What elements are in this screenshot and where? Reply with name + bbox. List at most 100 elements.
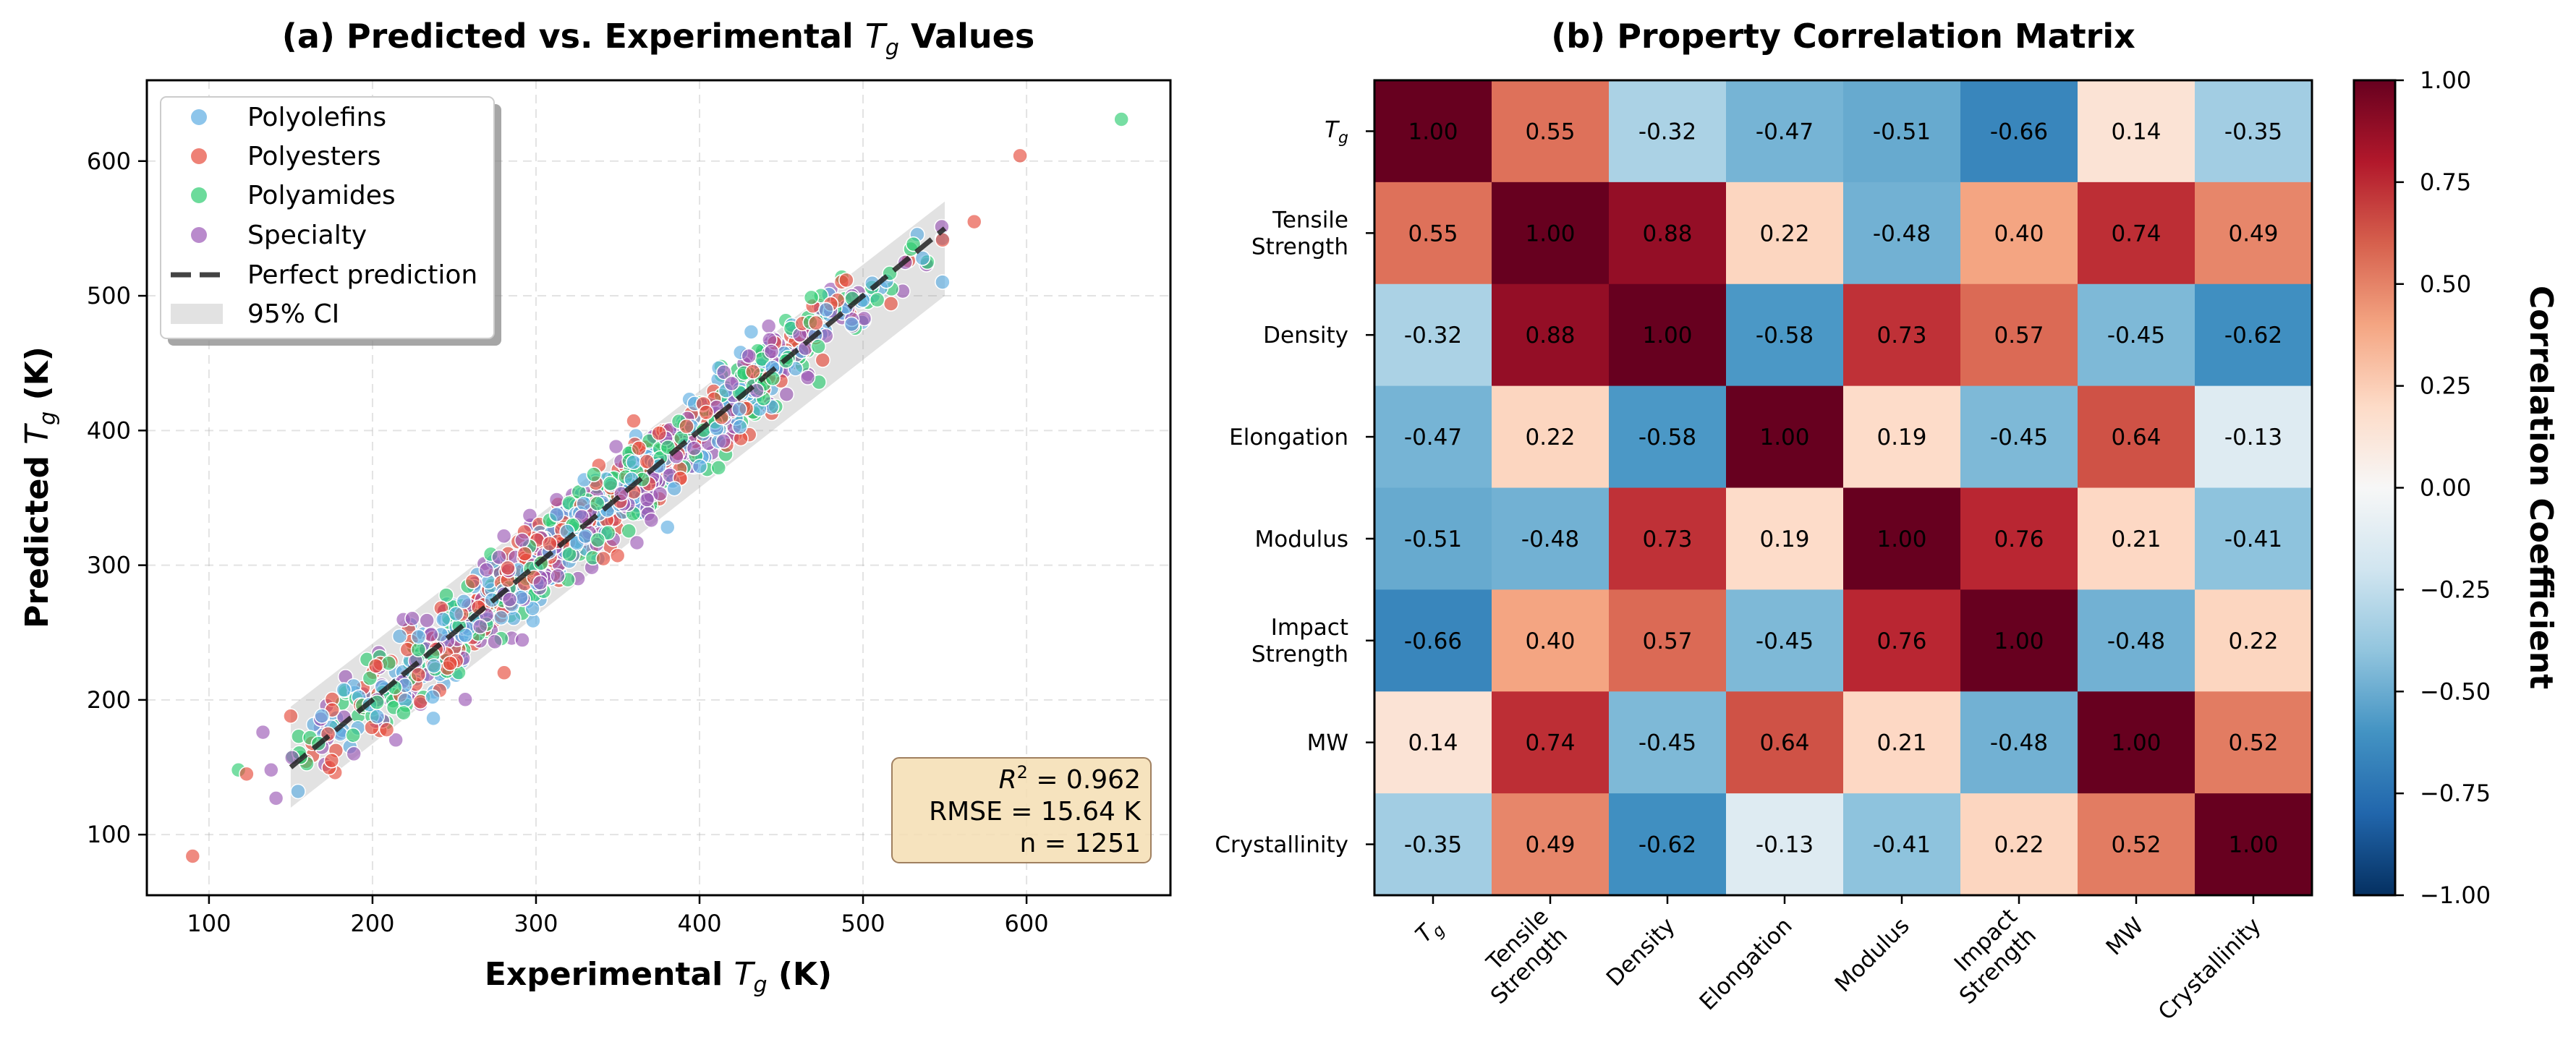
scatter-point bbox=[369, 709, 386, 725]
scatter-point bbox=[410, 667, 427, 683]
x-tick-label: 500 bbox=[841, 910, 885, 937]
col-label: Modulus bbox=[1830, 913, 1915, 997]
scatter-point bbox=[1113, 111, 1129, 127]
heatmap-cell-value: -0.66 bbox=[1404, 628, 1462, 654]
heatmap-cell bbox=[1374, 589, 1492, 692]
scatter-point bbox=[692, 458, 708, 474]
colorbar-tick-label: −0.25 bbox=[2420, 576, 2491, 603]
heatmap-cell bbox=[1843, 589, 1961, 692]
scatter-point bbox=[532, 575, 548, 591]
x-tick-label: 400 bbox=[677, 910, 721, 937]
heatmap-cell-value: -0.51 bbox=[1404, 526, 1462, 552]
heatmap-cell-value: 0.21 bbox=[1876, 730, 1926, 756]
scatter-point bbox=[629, 534, 645, 551]
colorbar bbox=[2352, 79, 2397, 897]
scatter-point bbox=[391, 628, 408, 644]
heatmap-cell bbox=[2078, 385, 2195, 489]
scatter-point bbox=[935, 232, 951, 248]
scatter-point bbox=[419, 612, 435, 628]
heatmap-cell-value: 1.00 bbox=[2111, 730, 2161, 756]
heatmap-cell-value: 0.74 bbox=[2111, 221, 2161, 247]
heatmap-cell-value: -0.62 bbox=[1638, 832, 1696, 858]
scatter-point bbox=[778, 386, 795, 403]
scatter-point bbox=[716, 364, 732, 380]
scatter-point bbox=[595, 550, 611, 567]
scatter-point bbox=[883, 296, 899, 312]
scatter-point bbox=[608, 438, 624, 455]
heatmap-cell-value: -0.35 bbox=[1404, 832, 1462, 858]
y-tick-label: 300 bbox=[87, 552, 131, 579]
heatmap-cell-value: 0.22 bbox=[1525, 424, 1575, 451]
y-tick-label: 200 bbox=[87, 686, 131, 714]
scatter-point bbox=[346, 746, 362, 762]
heatmap-cell-value: 0.22 bbox=[1759, 221, 1809, 247]
heatmap-cell bbox=[1609, 385, 1727, 489]
heatmap-cell-value: -0.45 bbox=[1990, 424, 2048, 451]
scatter-point bbox=[522, 508, 538, 524]
y-tick-label: 100 bbox=[87, 821, 131, 848]
heatmap-cell-value: 0.49 bbox=[2228, 221, 2278, 247]
scatter-point bbox=[517, 546, 533, 562]
heatmap-cell bbox=[1843, 487, 1961, 590]
scatter-point bbox=[639, 492, 655, 508]
heatmap-cell bbox=[1726, 182, 1844, 285]
heatmap-cell bbox=[2195, 589, 2313, 692]
col-label: Tg bbox=[1411, 913, 1449, 951]
scatter-point bbox=[362, 670, 378, 686]
scatter-point bbox=[378, 722, 395, 738]
scatter-point bbox=[838, 272, 854, 289]
scatter-point bbox=[666, 480, 682, 497]
scatter-point bbox=[760, 318, 777, 334]
row-label: Elongation bbox=[1229, 424, 1348, 451]
colorbar-tick-label: −1.00 bbox=[2420, 881, 2491, 909]
scatter-title: (a) Predicted vs. Experimental Tg Values bbox=[282, 17, 1034, 61]
heatmap-cell-value: -0.47 bbox=[1404, 424, 1462, 451]
stats-box: R2 = 0.962 RMSE = 15.64 K n = 1251 bbox=[891, 757, 1152, 863]
legend-marker bbox=[191, 148, 207, 164]
heatmap-cell bbox=[1726, 487, 1844, 590]
scatter-point bbox=[576, 495, 592, 512]
heatmap-cell-value: 0.73 bbox=[1876, 323, 1926, 349]
scatter-point bbox=[496, 665, 512, 681]
heatmap-cell bbox=[1843, 385, 1961, 489]
heatmap-cell bbox=[1609, 182, 1727, 285]
heatmap-cell bbox=[2078, 182, 2195, 285]
scatter-point bbox=[803, 289, 820, 306]
scatter-point bbox=[472, 618, 488, 635]
heatmap-cell-value: 0.14 bbox=[1408, 730, 1458, 756]
heatmap-cell bbox=[1374, 487, 1492, 590]
scatter-point bbox=[442, 655, 458, 672]
scatter-point bbox=[456, 594, 472, 610]
heatmap-cell-value: -0.41 bbox=[1873, 832, 1931, 858]
scatter-point bbox=[723, 375, 740, 392]
scatter-point bbox=[818, 302, 834, 318]
scatter-point bbox=[810, 338, 826, 354]
heatmap-cell-value: -0.41 bbox=[2224, 526, 2282, 552]
legend-marker bbox=[191, 227, 207, 243]
row-label: Density bbox=[1263, 323, 1348, 349]
y-tick-label: 500 bbox=[87, 282, 131, 309]
legend-label: Polyamides bbox=[247, 181, 396, 210]
heatmap-cell-value: -0.32 bbox=[1638, 119, 1696, 145]
heatmap-cell bbox=[1374, 691, 1492, 794]
scatter-point bbox=[1012, 148, 1028, 164]
scatter-point bbox=[905, 236, 922, 252]
heatmap-cell-value: -0.62 bbox=[2224, 323, 2282, 349]
heatmap-panel: (b) Property Correlation Matrix 1.00 0.55… bbox=[1215, 17, 2559, 1025]
heatmap-cell bbox=[2195, 793, 2313, 896]
heatmap-cell bbox=[1374, 80, 1492, 183]
heatmap-cell bbox=[1960, 80, 2078, 183]
scatter-point bbox=[808, 315, 824, 331]
heatmap-cell-value: -0.58 bbox=[1756, 323, 1814, 349]
heatmap-cell bbox=[2078, 80, 2195, 183]
heatmap-cell bbox=[1374, 283, 1492, 387]
scatter-point bbox=[410, 628, 427, 645]
heatmap-cell bbox=[1374, 793, 1492, 896]
scatter-panel: (a) Predicted vs. Experimental Tg Values… bbox=[19, 17, 1172, 998]
scatter-point bbox=[710, 460, 727, 476]
scatter-ylabel: Predicted Tg (K) bbox=[19, 346, 61, 628]
heatmap-cell-value: 0.57 bbox=[1994, 323, 2044, 349]
heatmap-cell-value: 0.49 bbox=[1525, 832, 1575, 858]
scatter-point bbox=[815, 352, 831, 368]
